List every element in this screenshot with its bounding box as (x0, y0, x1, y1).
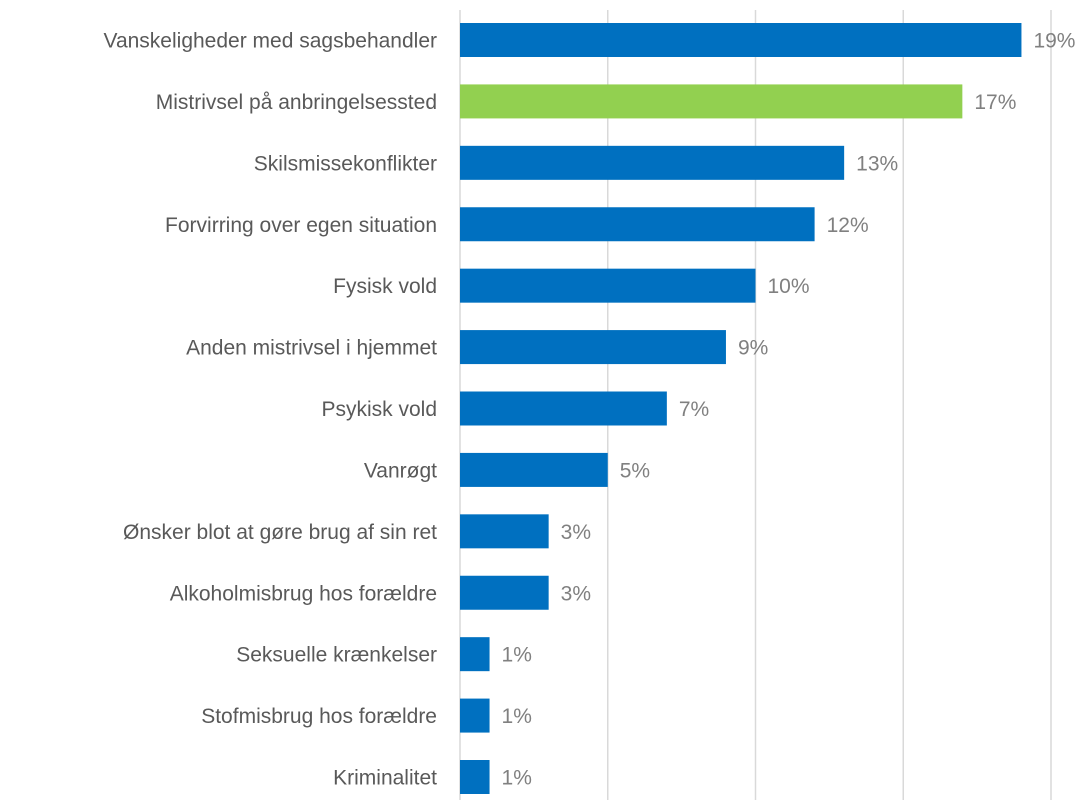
bar (460, 760, 490, 794)
value-label: 1% (502, 705, 532, 728)
value-label: 17% (974, 91, 1016, 114)
value-label: 3% (561, 582, 591, 605)
value-label: 10% (768, 275, 810, 298)
category-label: Seksuelle krænkelser (236, 644, 437, 667)
bar (460, 698, 490, 733)
bar (460, 268, 756, 303)
bar (460, 207, 815, 242)
value-label: 1% (502, 644, 532, 667)
category-label: Ønsker blot at gøre brug af sin ret (123, 521, 437, 544)
value-label: 12% (827, 214, 869, 237)
category-label: Skilsmissekonflikter (254, 152, 437, 175)
bar (460, 514, 549, 549)
category-label: Alkoholmisbrug hos forældre (170, 582, 437, 605)
value-label: 3% (561, 521, 591, 544)
category-label: Forvirring over egen situation (165, 214, 437, 237)
category-label: Fysisk vold (333, 275, 437, 298)
value-label: 1% (502, 767, 532, 790)
value-label: 5% (620, 459, 650, 482)
bar (460, 575, 549, 610)
bar (460, 145, 845, 180)
category-label: Anden mistrivsel i hjemmet (186, 337, 437, 360)
bar (460, 391, 667, 426)
category-label: Mistrivsel på anbringelsessted (156, 91, 437, 114)
category-label: Vanskeligheder med sagsbehandler (104, 30, 438, 53)
value-label: 19% (1033, 30, 1075, 53)
bar (460, 637, 490, 672)
bar (460, 23, 1022, 57)
value-label: 7% (679, 398, 709, 421)
bar (460, 330, 726, 365)
value-label: 9% (738, 337, 768, 360)
category-label: Stofmisbrug hos forældre (201, 705, 437, 728)
value-label: 13% (856, 152, 898, 175)
bar (460, 84, 963, 119)
bar (460, 452, 608, 487)
category-label: Psykisk vold (321, 398, 437, 421)
category-label: Vanrøgt (364, 459, 437, 482)
category-label: Kriminalitet (333, 767, 437, 790)
